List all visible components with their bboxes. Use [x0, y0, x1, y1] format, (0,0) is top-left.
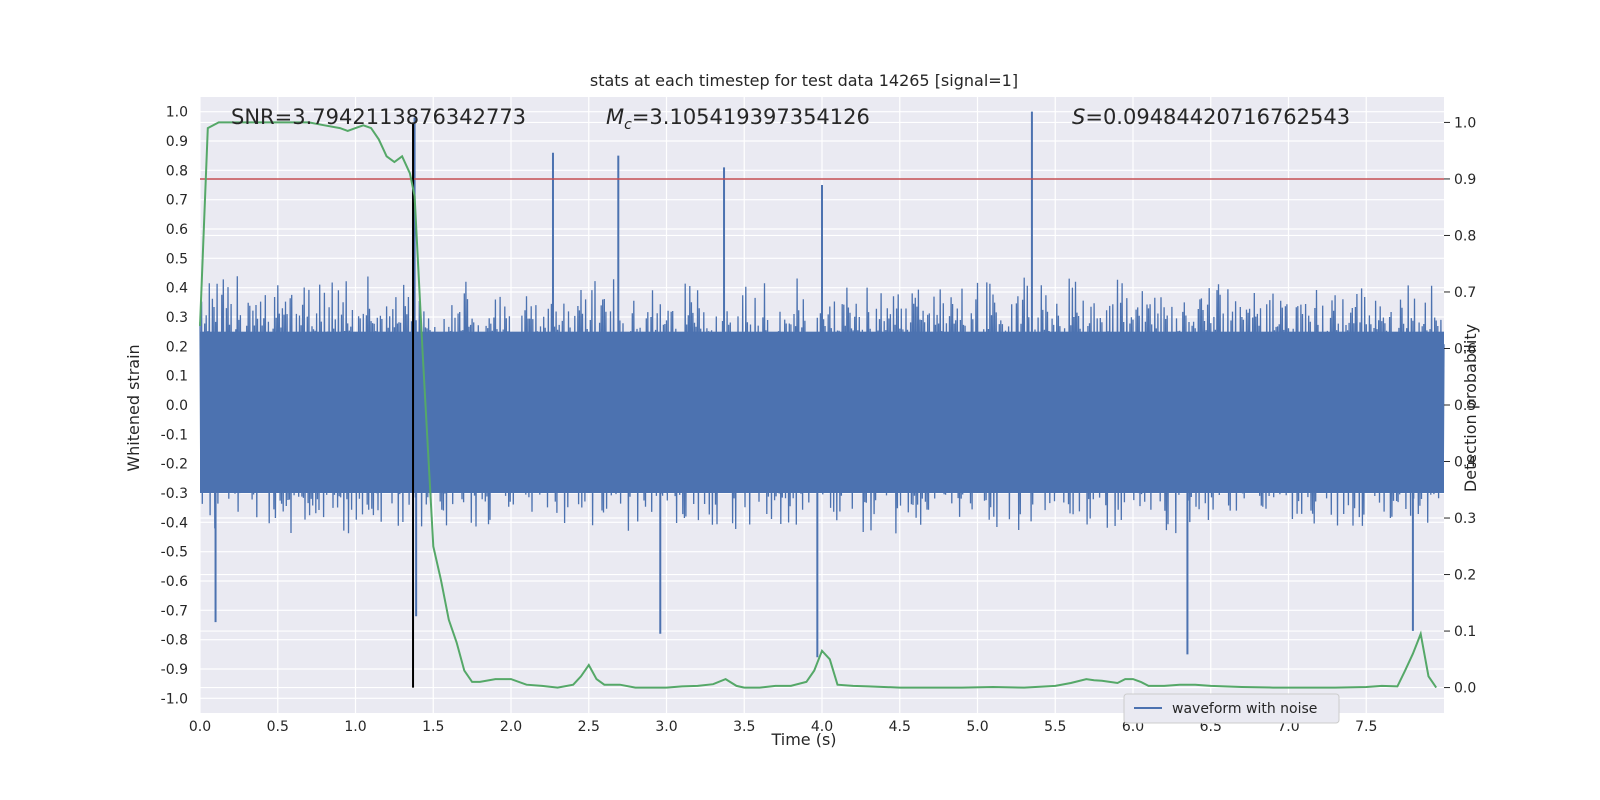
mc-symbol: M: [606, 105, 624, 129]
y-right-tick-label: 0.3: [1454, 511, 1476, 527]
s-value: =0.09484420716762543: [1085, 105, 1350, 129]
y-left-axis-ticks: -1.0 -0.9 -0.8 -0.7 -0.6 -0.5 -0.4 -0.3 -0.2 -0.1…: [161, 105, 188, 708]
y-left-tick-label: 0.6: [166, 222, 188, 238]
waveform-series: [199, 111, 1445, 658]
y-left-tick-label: -0.3: [161, 486, 188, 502]
y-left-tick-label: 0.5: [166, 251, 188, 267]
s-symbol: S: [1072, 105, 1085, 129]
y-left-tick-label: -0.5: [161, 545, 188, 561]
x-tick-label: 1.0: [344, 719, 366, 735]
x-tick-label: 1.5: [422, 719, 444, 735]
x-tick-label: 2.5: [578, 719, 600, 735]
probability-line: [199, 121, 1438, 689]
s-annotation: S=0.09484420716762543: [1072, 105, 1350, 129]
chirp-mass-annotation: Mc=3.105419397354126: [606, 105, 870, 133]
x-tick-label: 2.0: [500, 719, 522, 735]
y-right-tick-label: 0.7: [1454, 285, 1476, 301]
x-tick-label: 3.5: [733, 719, 755, 735]
x-tick-label: 5.5: [1044, 719, 1066, 735]
x-tick-label: 3.0: [655, 719, 677, 735]
y-left-tick-label: 0.9: [166, 134, 188, 150]
x-tick-label: 4.0: [811, 719, 833, 735]
y-left-tick-label: -1.0: [161, 691, 188, 707]
y-right-tick-label: 0.4: [1454, 455, 1476, 471]
y-right-tick-label: 0.5: [1454, 398, 1476, 414]
snr-annotation: SNR=3.7942113876342773: [231, 105, 526, 129]
y-right-axis-label: Detection probability: [1461, 324, 1480, 492]
x-tick-label: 5.0: [966, 719, 988, 735]
y-right-tick-label: 0.9: [1454, 172, 1476, 188]
y-right-tick-label: 0.2: [1454, 568, 1476, 584]
snr-prefix: SNR=: [231, 105, 292, 129]
y-left-tick-label: -0.6: [161, 574, 188, 590]
y-left-tick-label: 0.2: [166, 339, 188, 355]
y-left-tick-label: 0.3: [166, 310, 188, 326]
legend-entry: waveform with noise: [1172, 701, 1317, 717]
x-axis-label: Time (s): [770, 730, 836, 749]
y-left-tick-label: 1.0: [166, 105, 188, 121]
y-right-tick-label: 0.6: [1454, 341, 1476, 357]
y-right-tick-label: 0.0: [1454, 681, 1476, 697]
y-left-tick-label: -0.9: [161, 662, 188, 678]
snr-value: 3.7942113876342773: [292, 105, 526, 129]
y-left-tick-label: 0.0: [166, 398, 188, 414]
chart-title: stats at each timestep for test data 142…: [590, 71, 1018, 90]
y-right-tick-label: 1.0: [1454, 115, 1476, 131]
y-left-tick-label: 0.4: [166, 281, 188, 297]
x-tick-label: 4.5: [889, 719, 911, 735]
legend-box: [1123, 693, 1340, 724]
mc-subscript: c: [624, 117, 632, 133]
y-left-tick-label: 0.1: [166, 369, 188, 385]
y-left-tick-label: -0.4: [161, 515, 188, 531]
y-left-tick-label: -0.7: [161, 603, 188, 619]
y-left-tick-label: -0.8: [161, 633, 188, 649]
mc-value: =3.105419397354126: [632, 105, 870, 129]
y-right-tick-label: 0.1: [1454, 624, 1476, 640]
y-left-tick-label: 0.8: [166, 163, 188, 179]
y-left-axis-label: Whitened strain: [124, 344, 143, 471]
x-axis-ticks: 0.0 0.5 1.0 1.5 2.0 2.5 3.0 3.5 4.0 4.5 5.0 5.5 6.0 6…: [189, 719, 1378, 735]
y-right-axis-ticks: 0.0 0.1 0.2 0.3 0.4 0.5 0.6 0.7 0.8 0.9 1.0: [1444, 115, 1476, 697]
legend: waveform with noise: [1123, 693, 1340, 724]
y-left-tick-label: -0.1: [161, 427, 188, 443]
x-tick-label: 0.0: [189, 719, 211, 735]
y-left-tick-label: 0.7: [166, 193, 188, 209]
x-tick-label: 7.5: [1355, 719, 1377, 735]
x-tick-label: 0.5: [267, 719, 289, 735]
y-left-tick-label: -0.2: [161, 457, 188, 473]
y-right-tick-label: 0.8: [1454, 228, 1476, 244]
